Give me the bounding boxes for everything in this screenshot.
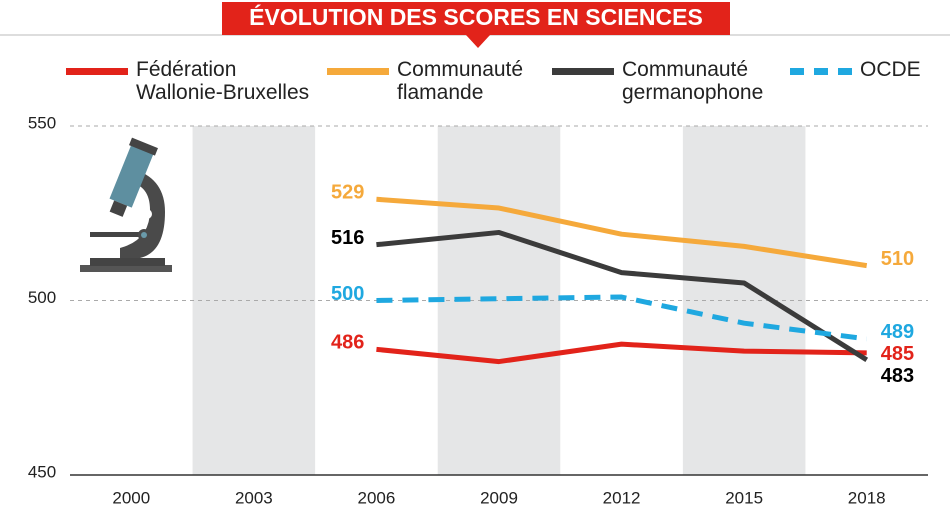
y-tick-label: 550 [28,113,56,132]
title-pointer [466,35,490,48]
legend-label: Communauté germanophone [622,58,764,104]
data-label: 500 [331,283,364,305]
series-line [376,294,868,342]
data-label: 529 [331,182,364,204]
legend-label: Communauté flamande [397,58,524,104]
legend-label: Fédération Wallonie-Bruxelles [136,58,310,104]
data-label: 483 [881,365,914,387]
series-line [376,229,869,362]
microscope-icon [80,137,172,272]
x-tick-label: 2015 [725,488,763,507]
chart-title: ÉVOLUTION DES SCORES EN SCIENCES [249,3,703,30]
legend-item: OCDE [790,58,921,81]
legend-item: Fédération Wallonie-Bruxelles [66,58,309,104]
data-label: 489 [881,321,914,343]
legend: Fédération Wallonie-Bruxelles Communauté … [0,58,950,114]
series-line [376,341,867,365]
data-label: 510 [881,248,914,270]
legend-label: OCDE [860,58,921,81]
y-tick-label: 450 [28,462,56,481]
title-banner [222,2,730,35]
x-tick-label: 2003 [235,488,273,507]
legend-swatch [552,68,614,75]
x-tick-label: 2006 [358,488,396,507]
legend-swatch [66,68,128,75]
data-label: 516 [331,227,364,249]
legend-swatch [790,68,852,75]
y-tick-label: 500 [28,288,56,307]
series-line [376,196,868,269]
x-tick-label: 2000 [112,488,150,507]
x-tick-label: 2012 [603,488,641,507]
x-tick-label: 2009 [480,488,518,507]
x-tick-label: 2018 [848,488,886,507]
legend-item: Communauté germanophone [552,58,763,104]
legend-swatch [327,68,389,75]
legend-item: Communauté flamande [327,58,523,104]
data-label: 485 [881,343,914,365]
data-label: 486 [331,332,364,354]
